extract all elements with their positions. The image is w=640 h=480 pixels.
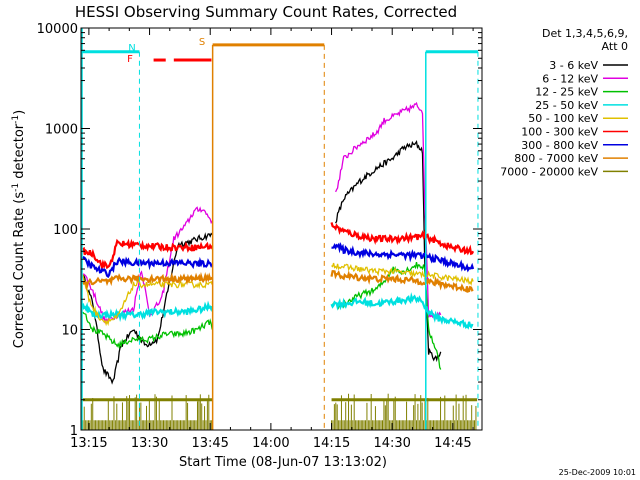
x-tick-label: 13:15 [70,436,107,451]
y-tick-label: 1000 [45,123,78,138]
legend-label: 12 - 25 keV [535,86,598,99]
series-6-12-kevline [82,101,442,324]
legend-header-1: Det 1,3,4,5,6,9, [542,27,628,40]
y-axis-label: Corrected Count Rate (s-1 detector-1) [11,110,27,348]
x-axis: 13:15 13:30 13:45 14:00 14:15 14:30 14:45 [70,28,474,451]
legend-label: 800 - 7000 keV [514,152,598,165]
series-25-50-kevline [81,292,474,330]
y-axis-label-sup1: -1 [11,183,21,192]
legend-label: 25 - 50 keV [535,99,598,112]
series-300-800-kevline [81,242,475,279]
series-100-300-kevline [82,222,475,272]
annotation-s: S [199,37,205,48]
timestamp: 25-Dec-2009 10:01 [559,468,636,477]
annotation-n: N [128,43,135,54]
legend-label: 100 - 300 keV [521,126,598,139]
x-tick-label: 13:30 [131,436,168,451]
legend-label: 6 - 12 keV [542,72,598,85]
series-7000-20000-kev [82,393,478,430]
annotation-f: F [127,54,133,65]
y-axis-label-main: Corrected Count Rate (s [12,192,27,349]
x-tick-label: 14:45 [434,436,471,451]
state-indicators [81,28,479,430]
series-3-6-kevline [82,140,442,385]
chart-title: HESSI Observing Summary Count Rates, Cor… [75,3,457,21]
y-tick-label: 10000 [37,22,78,37]
legend-label: 3 - 6 keV [549,59,598,72]
x-tick-label: 13:45 [191,436,228,451]
y-tick-label: 100 [53,223,78,238]
legend-label: 50 - 100 keV [528,112,598,125]
x-axis-label: Start Time (08-Jun-07 13:13:02) [179,455,387,470]
series-800-7000-kevline [82,270,474,293]
legend-header-2: Att 0 [602,40,628,53]
y-tick-label: 1 [70,424,78,439]
plot-area [81,28,479,430]
y-axis: 1 10 100 1000 10000 [37,22,482,439]
y-axis-label-mid: detector [12,123,27,183]
series-50-100-kevline [82,262,474,327]
y-tick-label: 10 [61,324,78,339]
y-axis-label-sup2: -1 [11,115,21,124]
x-tick-label: 14:15 [313,436,350,451]
plot-frame [80,27,483,431]
x-tick-label: 14:00 [252,436,289,451]
y-axis-label-end: ) [12,110,27,115]
x-tick-label: 14:30 [373,436,410,451]
legend-label: 7000 - 20000 keV [500,165,598,178]
legend-label: 300 - 800 keV [521,139,598,152]
